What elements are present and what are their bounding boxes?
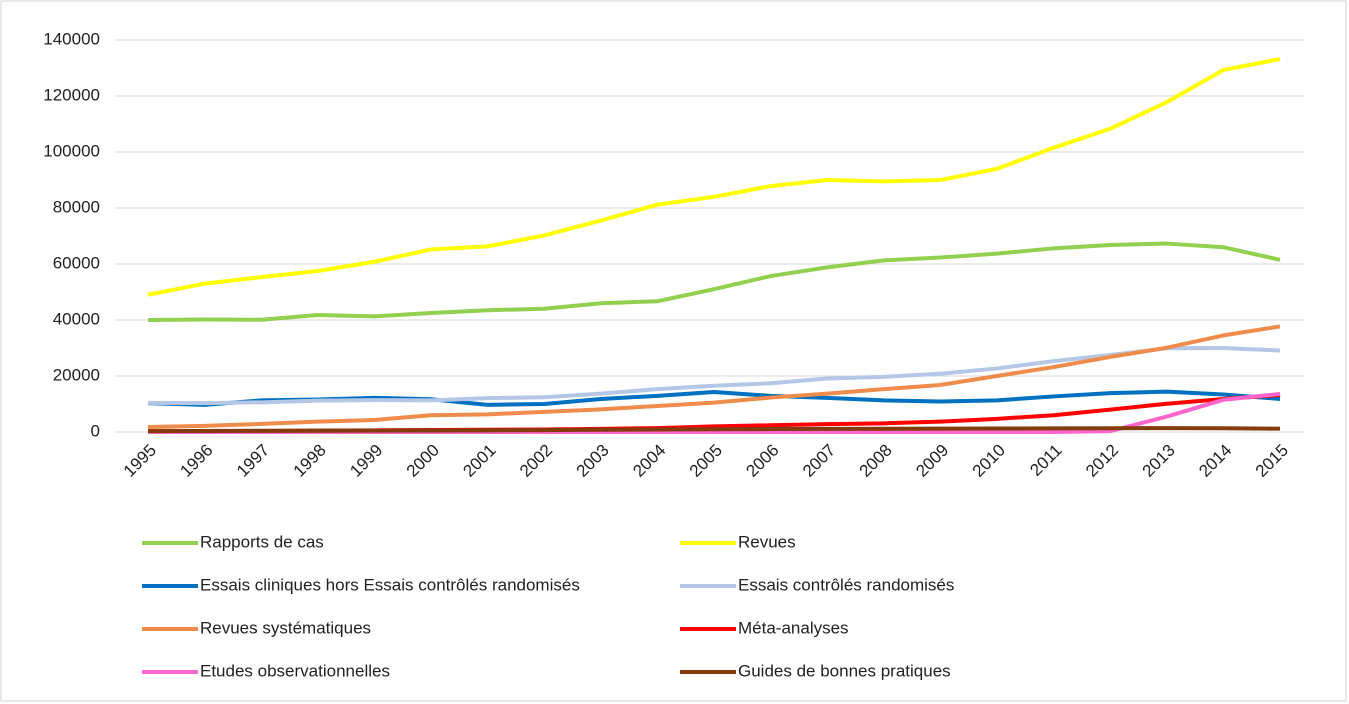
series-line (147, 57, 1281, 297)
y-tick-label: 20000 (53, 365, 100, 384)
legend-label: Guides de bonnes pratiques (738, 661, 951, 680)
y-tick-label: 80000 (53, 197, 100, 216)
y-tick-label: 120000 (43, 85, 100, 104)
series-line (147, 426, 1281, 434)
legend-label: Etudes observationnelles (200, 661, 390, 680)
legend-label: Revues systématiques (200, 618, 371, 637)
y-tick-label: 140000 (43, 29, 100, 48)
legend-label: Méta-analyses (738, 618, 849, 637)
legend-label: Revues (738, 532, 796, 551)
series-line (147, 241, 1281, 322)
y-tick-label: 100000 (43, 141, 100, 160)
legend-label: Essais contrôlés randomisés (738, 575, 954, 594)
series-line (147, 346, 1281, 406)
y-tick-label: 40000 (53, 309, 100, 328)
series-line (147, 324, 1281, 429)
legend-label: Essais cliniques hors Essais contrôlés r… (200, 575, 580, 594)
y-tick-label: 0 (91, 421, 100, 440)
legend-label: Rapports de cas (200, 532, 324, 551)
y-tick-label: 60000 (53, 253, 100, 272)
